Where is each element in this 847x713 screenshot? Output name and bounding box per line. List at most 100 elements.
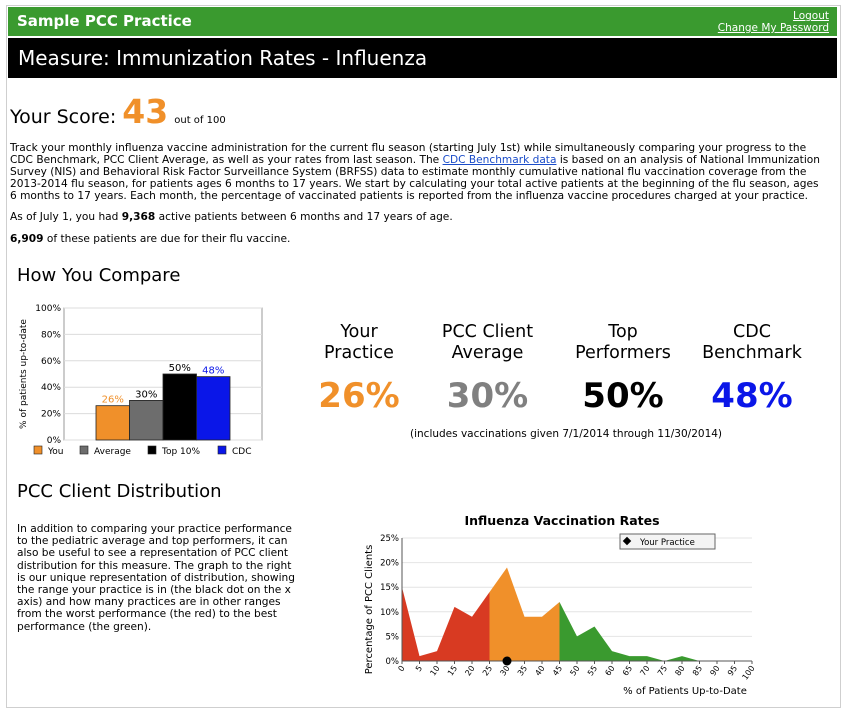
due-post: of these patients are due for their flu … [43,233,291,245]
bar-ytick-label: 60% [41,357,61,367]
comparison-bar-chart: 0% 20% 40% 60% 80% 100% % of patients up-to-da… [19,304,263,457]
dist-xtick-label: 65 [621,664,634,678]
bar-top-10- [162,373,197,441]
bar-legend-swatch [33,445,43,455]
measure-title: Measure: Immunization Rates - Influenza [18,46,428,70]
dist-xtick-label: 10 [428,664,441,678]
due-patients-text: 6,909 of these patients are due for thei… [10,233,290,245]
dist-legend-label: Your Practice [639,538,695,548]
how-you-compare-heading: How You Compare [17,265,181,286]
dist-xtick-label: 5 [414,664,424,673]
dist-xtick-label: 85 [691,664,704,678]
dist-xtick-label: 70 [638,664,651,678]
dist-xtick-label: 55 [586,664,599,678]
your-practice-marker [502,656,512,666]
stat-label-line2: Benchmark [702,343,802,363]
stat-value-cdc-benchmark: 48% [711,376,793,416]
cdc-benchmark-link[interactable]: CDC Benchmark data [442,154,557,166]
practice-name: Sample PCC Practice [17,12,192,30]
dist-xtick-label: 25 [481,664,494,678]
bar-ytick-label: 0% [47,436,62,446]
dist-area-0-25 [402,587,490,661]
stat-label-your-practice: Your Practice [299,322,419,364]
dist-ytick-label: 20% [380,559,399,569]
dist-xtick-label: 0 [396,664,406,673]
stat-value-pcc-average: 30% [446,376,529,416]
dist-xtick-label: 35 [516,664,529,678]
due-count: 6,909 [10,233,44,245]
dist-area-25-45 [489,567,560,661]
dist-xtick-label: 95 [726,664,739,678]
dist-ytick-label: 0% [386,657,400,667]
dist-ytick-label: 5% [386,632,400,642]
score-value: 43 [122,92,169,131]
intro-text-2: is based on an analysis of National Immu… [10,154,820,202]
active-patients-text: As of July 1, you had 9,368 active patie… [10,211,453,223]
bar-legend-swatch [147,445,157,455]
bar-legend-label: Average [94,447,131,457]
bar-ytick-label: 20% [41,410,61,420]
dist-xtick-label: 20 [463,664,476,678]
intro-paragraph: Track your monthly influenza vaccine adm… [10,142,828,202]
bar-legend-swatch [217,445,227,455]
bar-ytick-label: 80% [41,330,61,340]
score-label: Your Score: [10,106,117,128]
dist-xtick-label: 45 [551,664,564,678]
top-bar: Sample PCC Practice Logout Change My Pas… [8,7,837,36]
dist-xtick-label: 40 [533,664,546,678]
dist-legend-box [619,533,716,550]
dist-chart-title: Influenza Vaccination Rates [464,513,659,528]
active-post: active patients between 6 months and 17 … [155,211,453,223]
bar-ytick-label: 40% [41,383,61,393]
stat-label-cdc-benchmark: CDC Benchmark [692,322,812,364]
bar-legend-swatch [79,445,89,455]
distribution-description: In addition to comparing your practice p… [17,523,295,633]
dist-ytick-label: 25% [380,534,399,544]
bar-data-label: 26% [102,395,124,406]
dist-xtick-label: 60 [603,664,616,678]
stat-label-line1: Top [608,322,638,342]
active-count: 9,368 [121,211,156,223]
bar-you [95,405,130,441]
stat-label-pcc-average: PCC Client Average [425,322,550,364]
bar-average [129,400,164,441]
bar-ylabel: % of patients up-to-date [19,319,29,429]
dist-ytick-label: 10% [380,608,399,618]
dist-xlabel: % of Patients Up-to-Date [623,686,747,697]
stat-label-top-performers: Top Performers [563,322,683,364]
dist-xtick-label: 50 [568,664,581,678]
dist-xtick-label: 75 [656,664,669,678]
dist-xtick-label: 80 [673,664,686,678]
change-password-link[interactable]: Change My Password [717,22,829,34]
bar-legend-label: CDC [232,447,252,457]
stat-label-line1: PCC Client [441,322,534,342]
dist-ylabel: Percentage of PCC Clients [364,545,375,675]
bar-data-label: 50% [169,363,191,374]
distribution-chart: Influenza Vaccination Rates 0% 5% 10% 15% 20%… [364,513,757,697]
distribution-heading: PCC Client Distribution [17,481,222,502]
stat-value-top-performers: 50% [582,376,664,416]
stat-label-line2: Performers [575,343,671,363]
dist-xtick-label: 90 [708,664,721,678]
stat-label-line1: Your [340,322,378,342]
dist-xtick-label: 30 [498,664,511,678]
account-links: Logout Change My Password [718,10,829,34]
bar-legend-label: You [47,447,64,457]
stat-label-line1: CDC [733,322,771,342]
bar-data-label: 30% [135,389,157,400]
bar-ytick-label: 100% [35,304,61,314]
stat-value-your-practice: 26% [318,376,400,416]
bar-data-label: 48% [202,366,224,377]
stat-label-line2: Average [451,343,524,363]
score: Your Score: 43 out of 100 [10,92,226,131]
dist-xtick-label: 100 [741,664,757,682]
dist-area-45-100 [559,601,752,661]
measure-bar: Measure: Immunization Rates - Influenza [8,38,837,78]
dist-ytick-label: 15% [380,583,399,593]
date-range-note: (includes vaccinations given 7/1/2014 th… [410,428,723,440]
score-out-of: out of 100 [174,115,226,126]
intro-text-1: Track your monthly influenza vaccine adm… [10,142,807,166]
logout-link[interactable]: Logout [793,10,829,22]
dist-xtick-label: 15 [446,664,459,678]
bar-cdc [196,376,231,441]
